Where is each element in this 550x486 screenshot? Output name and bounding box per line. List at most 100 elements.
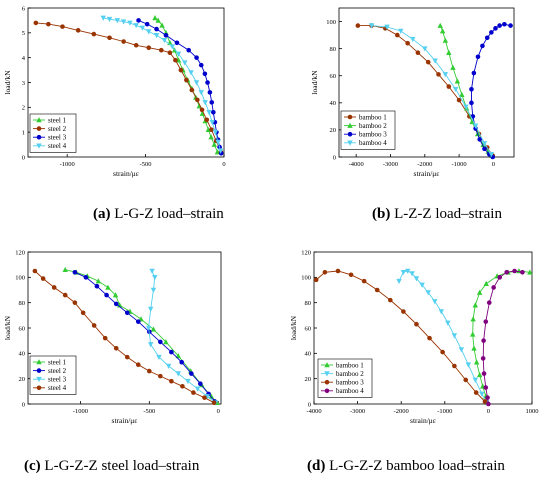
chart-d-ytick-label: 60 [305,325,312,332]
chart-a-xtick-label: -1000 [60,161,75,168]
chart-c-series-2-point [72,269,78,275]
chart-b-series-4-point [472,123,479,129]
chart-b-legend-marker [347,122,353,128]
chart-d-legend-label: bamboo 1 [336,361,364,369]
chart-c-series-3-point [194,386,201,392]
chart-a-series-2-point [133,42,139,48]
chart-b-xtick-label: -2000 [417,161,432,168]
chart-d-series-3-point [374,287,380,293]
chart-b-series-3-point [469,86,474,92]
chart-c: -1000 -500 0 0 20 40 60 80 100 120 strain/με load/k… [3,249,222,425]
chart-a-series-3-point [198,62,204,68]
chart-a-series-4-point [146,29,152,35]
chart-d-legend-marker [324,388,330,394]
chart-a-series-2-point [184,77,189,83]
chart-c-xtick-label: 0 [217,408,220,415]
chart-a-series-2-point [107,35,112,41]
chart-c-series-1-point [150,326,157,332]
chart-d-series-3-point [322,269,328,275]
chart-d-series-2-point [419,282,425,288]
chart-c-legend-label: steel 4 [48,384,67,392]
chart-c-ytick-label: 20 [19,376,26,383]
chart-d-series-2-point [413,276,420,282]
chart-a-series-3-point [174,40,180,46]
chart-d-series-3-point [440,349,445,355]
chart-c-series-1-point [175,352,181,359]
chart-a-series-1-point [155,17,161,23]
chart-d-series-3-point [335,268,341,274]
chart-a-series-4-point [106,16,113,23]
chart-d-ytick-label: 40 [305,351,312,358]
chart-a-series-1 [152,15,221,155]
chart-a-series-4-point [100,15,106,21]
chart-a-series-2-point [167,50,173,55]
chart-c-series-1-point [116,302,123,308]
chart-b-xtick-label: -4000 [349,161,364,168]
chart-c-xtick-label: -500 [143,408,155,415]
caption-b-text: L-Z-Z load–strain [390,206,502,222]
chart-a-series-4-point [182,60,188,66]
chart-d-legend-marker [324,379,330,385]
chart-b-ylabel: load/kN [310,70,319,95]
chart-b-xlabel: strain/με [414,169,440,178]
chart-b-series-3-point [482,146,487,152]
chart-a-series-3-point [202,71,208,77]
chart-c-ytick-label: 100 [15,275,25,282]
chart-a-series-4 [100,15,224,154]
chart-d-series-2-point [438,309,445,315]
chart-c-series-3-point [147,342,154,348]
chart-b-series-1-point [415,50,421,55]
chart-b-series-2-point [446,49,452,55]
chart-c-series-3-point [165,363,172,369]
chart-a-series-2-point [60,24,65,29]
chart-c-series-2-point [179,359,185,365]
chart-a-series-4-point [133,23,139,29]
caption-b-letter: (b) [372,206,391,222]
chart-a-xlabel: strain/με [113,169,139,178]
chart-c-series-4-point [211,400,217,406]
chart-b-ytick-label: 40 [330,100,337,107]
caption-c: (c) L-G-Z-Z steel load–strain [24,458,199,475]
chart-b-series-4-point [488,151,495,158]
chart-c-series-1-point [208,393,215,399]
chart-c-series-4-point [62,292,68,298]
chart-c-legend-marker [36,385,42,391]
chart-d-ytick-label: 100 [301,275,311,282]
chart-b-frame [338,7,515,158]
chart-c-series-3-point [185,378,191,385]
chart-d-series-2-point [425,290,431,296]
chart-b-legend-marker [347,131,353,137]
chart-c-series-2-line [74,271,216,402]
chart-a-series-4-point [139,25,146,31]
chart-c-series-3-point [152,275,158,281]
chart-a-ytick-label: 1 [22,129,25,136]
chart-c-series-4-point [51,285,57,290]
chart-d-series-4-point [483,319,489,324]
chart-a-series-2-point [75,28,81,33]
chart-d-series-3-point [414,321,419,327]
chart-c-series-4-point [191,390,196,395]
chart-d-series-2 [396,268,490,406]
chart-a-legend-label: steel 4 [48,142,67,150]
chart-a-series-3-line [138,19,222,154]
chart-d-xtick-label: -2000 [394,408,409,415]
chart-d-series-1-point [483,280,489,286]
chart-d-series-1-point [471,345,477,351]
chart-b-series-1-point [456,97,462,103]
chart-c-xlabel: strain/με [112,416,138,425]
chart-d-series-3-point [401,309,406,314]
chart-b-series-3-point [489,30,494,35]
chart-b-series-2-point [439,28,446,34]
chart-c-legend-marker [36,376,42,383]
chart-d-series-1-point [470,331,476,337]
chart-c-legend-marker [36,359,42,365]
chart-d-series-3-point [463,377,469,383]
chart-d-series-4-point [486,401,491,407]
chart-a-legend-marker [36,117,42,123]
chart-c-series-4-point [135,362,141,368]
chart-b-series-4-point [481,141,488,147]
chart-d-ytick-label: 120 [301,249,311,256]
chart-c-series-3-point [204,394,210,400]
chart-b-legend-label: bamboo 3 [359,131,387,139]
